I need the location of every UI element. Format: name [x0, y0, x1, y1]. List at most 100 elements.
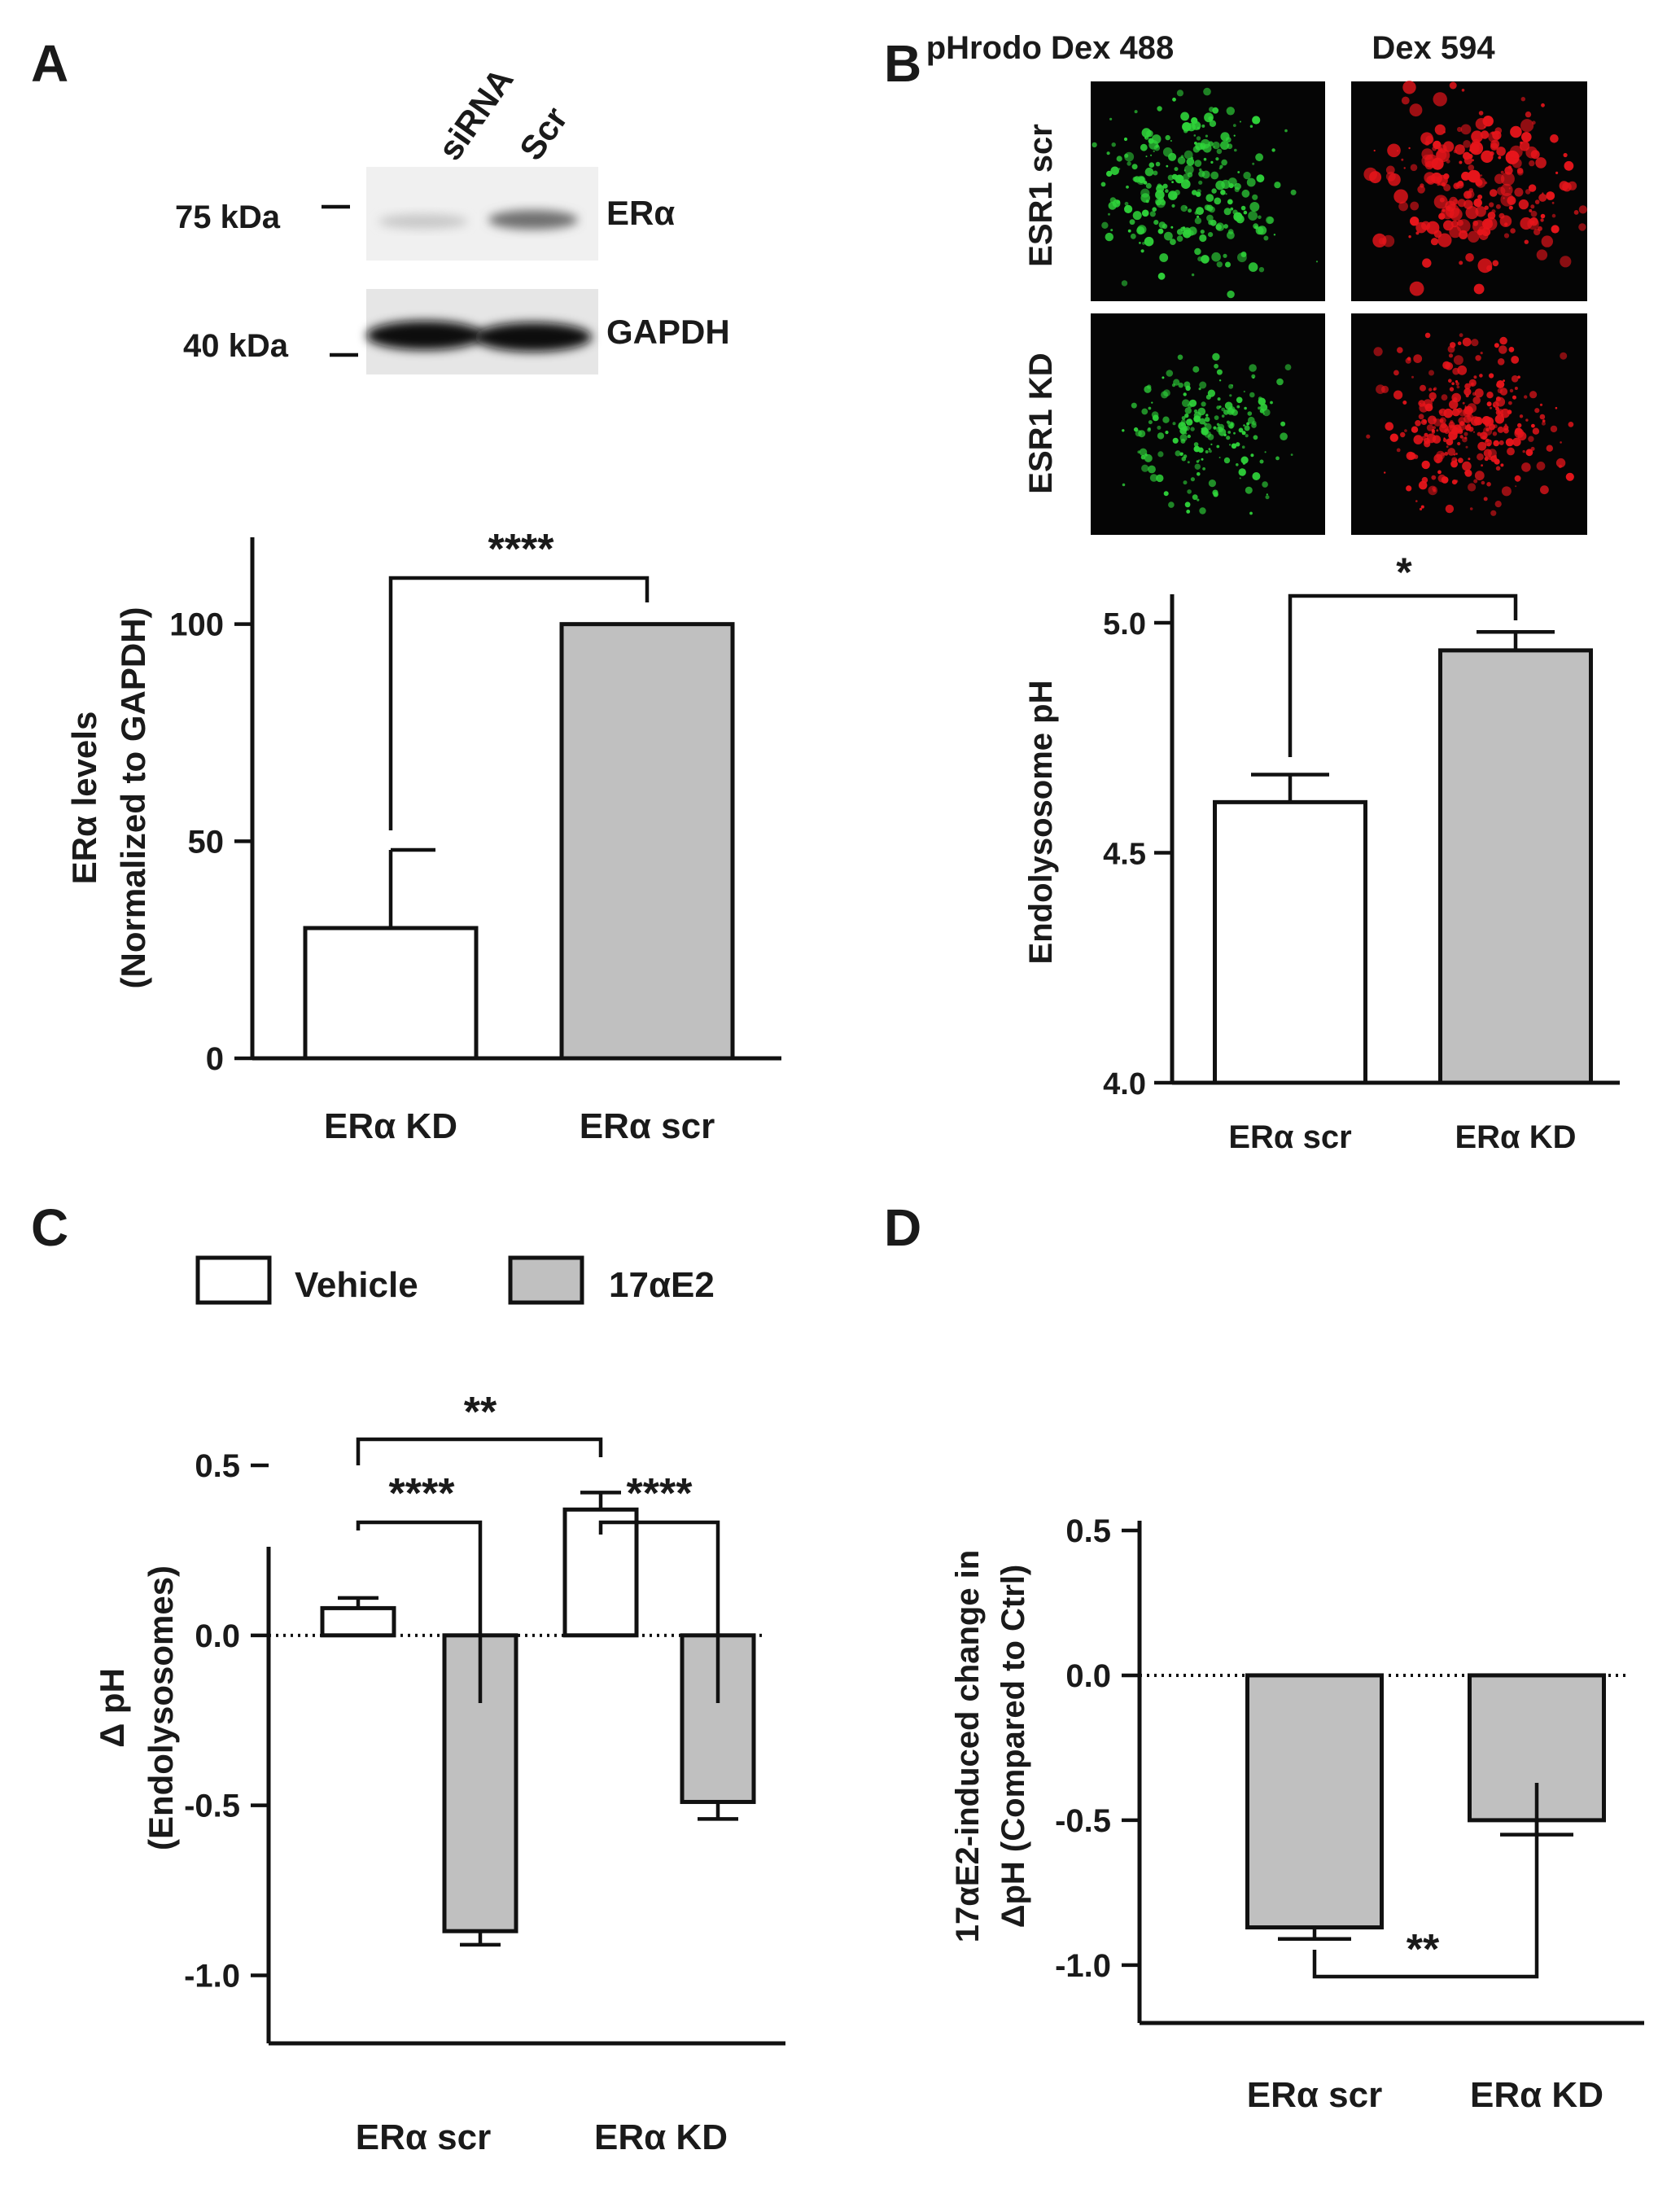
micro-punctum — [1560, 441, 1562, 444]
micro-punctum — [1200, 230, 1205, 234]
micro-punctum — [1420, 505, 1424, 509]
micro-punctum — [1236, 463, 1239, 466]
y-axis-label-b: Endolysosome pH — [1023, 681, 1059, 965]
y-axis-label-c: Δ pH — [93, 1668, 131, 1748]
micro-punctum — [1187, 461, 1190, 464]
micro-punctum — [1459, 409, 1467, 417]
micro-punctum — [1148, 162, 1155, 168]
band-label-gapdh: GAPDH — [606, 313, 730, 351]
micro-punctum — [1534, 199, 1540, 204]
micro-punctum — [1162, 147, 1173, 157]
micro-punctum — [1234, 186, 1240, 192]
micro-punctum — [1475, 118, 1488, 130]
micro-punctum — [1153, 150, 1155, 152]
micro-punctum — [1448, 353, 1454, 358]
micro-punctum — [1157, 272, 1166, 280]
micro-punctum — [1498, 440, 1504, 445]
micro-punctum — [1212, 352, 1220, 361]
micro-punctum — [1387, 143, 1401, 158]
micro-punctum — [1252, 194, 1258, 200]
micro-punctum — [1206, 214, 1214, 222]
x-category-label-b: ERα KD — [1455, 1119, 1576, 1155]
micro-punctum — [1411, 426, 1419, 433]
micro-punctum — [1444, 452, 1449, 456]
micro-punctum — [1205, 134, 1208, 138]
micro-punctum — [1517, 431, 1527, 441]
micro-punctum — [1148, 138, 1154, 144]
micro-punctum — [1426, 424, 1434, 431]
micro-punctum — [1211, 252, 1221, 262]
micro-punctum — [1180, 112, 1189, 121]
micro-punctum — [1485, 438, 1490, 443]
micro-punctum — [1199, 418, 1205, 425]
micro-punctum — [1221, 179, 1231, 189]
micro-punctum — [1507, 447, 1515, 456]
micro-punctum — [1265, 495, 1270, 500]
micro-punctum — [1496, 147, 1506, 156]
micro-punctum — [1208, 220, 1214, 226]
micro-punctum — [1153, 145, 1161, 151]
micro-punctum — [1484, 181, 1488, 185]
micro-punctum — [1230, 423, 1234, 427]
micro-punctum — [1437, 233, 1452, 247]
micro-punctum — [1178, 383, 1183, 388]
micro-punctum — [1393, 370, 1399, 376]
micro-punctum — [1205, 450, 1209, 453]
micro-punctum — [1124, 204, 1133, 213]
legend-c: Vehicle 17αE2 — [195, 1255, 715, 1305]
x-category-label-c: ERα KD — [594, 2117, 728, 2157]
micro-punctum — [1483, 497, 1488, 501]
micro-punctum — [1485, 427, 1490, 431]
micro-punctum — [1503, 379, 1505, 383]
micro-punctum — [1216, 369, 1223, 375]
micro-punctum — [1510, 228, 1516, 234]
micro-punctum — [1207, 389, 1215, 397]
micro-punctum — [1560, 256, 1572, 268]
micro-punctum — [1472, 396, 1481, 405]
micro-punctum — [1443, 437, 1446, 440]
micro-punctum — [1448, 421, 1455, 428]
micro-punctum — [1467, 423, 1471, 428]
micro-punctum — [1455, 453, 1458, 455]
micro-punctum — [1144, 236, 1154, 247]
micro-punctum — [1201, 170, 1210, 179]
micro-punctum — [1184, 413, 1189, 418]
micro-punctum — [1193, 445, 1201, 453]
micro-punctum — [1457, 341, 1462, 346]
micro-punctum — [1465, 393, 1469, 398]
micro-punctum — [1490, 151, 1494, 156]
micro-punctum — [1481, 464, 1483, 467]
micro-punctum — [1494, 343, 1499, 348]
micro-punctum — [1249, 125, 1253, 128]
bar-d — [1245, 1673, 1384, 1930]
micro-punctum — [1555, 458, 1566, 468]
micro-punctum — [1525, 111, 1532, 118]
micro-punctum — [1464, 383, 1471, 390]
micro-punctum — [1262, 409, 1271, 417]
micro-punctum — [1500, 170, 1504, 174]
micro-punctum — [1441, 394, 1448, 401]
micro-punctum — [1241, 189, 1250, 198]
micro-punctum — [1518, 199, 1529, 210]
legend-swatch-vehicle — [195, 1255, 272, 1305]
micro-punctum — [1238, 468, 1246, 476]
micro-punctum — [1472, 159, 1474, 162]
micro-punctum — [1503, 233, 1510, 239]
micro-punctum — [1259, 408, 1265, 414]
micro-punctum — [1430, 398, 1435, 402]
micro-punctum — [1488, 118, 1490, 120]
micro-punctum — [1468, 164, 1475, 171]
y-tick-label-c: -1.0 — [184, 1958, 240, 1994]
micro-punctum — [1223, 433, 1227, 436]
micro-punctum — [1445, 504, 1455, 514]
micro-punctum — [1408, 147, 1411, 150]
micro-punctum — [1453, 182, 1460, 190]
micro-punctum — [1437, 474, 1446, 483]
x-category-label-c: ERα scr — [356, 2117, 491, 2157]
micro-punctum — [1413, 454, 1419, 459]
micro-punctum — [1498, 345, 1507, 354]
y-tick-label-b: 5.0 — [1103, 607, 1146, 641]
micro-punctum — [1218, 167, 1222, 170]
micro-punctum — [1442, 438, 1447, 443]
micro-punctum — [1203, 87, 1211, 96]
